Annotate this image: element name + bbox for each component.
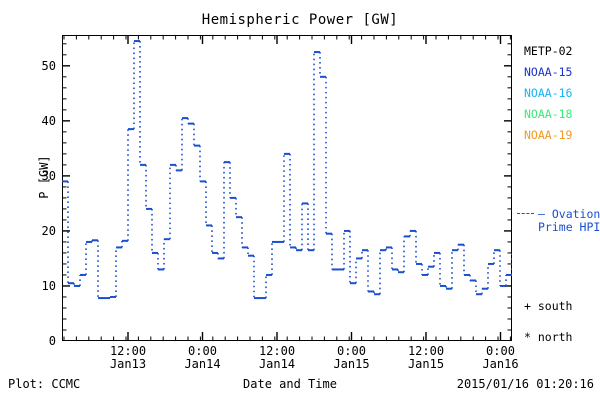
x-tick-date: Jan14 <box>184 357 221 371</box>
chart-title: Hemispheric Power [GW] <box>201 12 399 28</box>
y-axis-tick-label: 50 <box>41 58 56 73</box>
x-axis-tick-label: 0:00 Jan15 <box>317 345 387 371</box>
x-axis-tick-label: 0:00 Jan14 <box>168 345 238 371</box>
ovation-prime-hpi-label: — Ovation Prime HPI <box>538 208 600 234</box>
x-tick-time: 12:00 <box>407 344 445 358</box>
y-axis-tick-label: 10 <box>41 278 56 293</box>
legend-item-noaa-18[interactable]: NOAA-18 <box>524 107 573 121</box>
legend-item-noaa-15[interactable]: NOAA-15 <box>524 65 573 79</box>
y-axis-tick-label: 30 <box>41 168 56 183</box>
x-tick-date: Jan13 <box>109 357 147 371</box>
ovation-prime-line-swatch <box>517 213 534 214</box>
south-marker-label: + south <box>524 299 573 313</box>
y-axis-tick-label: 40 <box>41 113 56 128</box>
x-tick-time: 0:00 <box>486 344 515 358</box>
x-axis-tick-label: 0:00 Jan16 <box>466 345 536 371</box>
x-tick-date: Jan14 <box>258 357 296 371</box>
data-series-layer <box>62 40 512 300</box>
x-tick-time: 12:00 <box>109 344 147 358</box>
x-tick-time: 12:00 <box>258 344 296 358</box>
x-tick-date: Jan16 <box>482 357 519 371</box>
ovation-prime-hpi-label-line2: Prime HPI <box>538 220 600 234</box>
x-axis-title: Date and Time <box>243 377 337 391</box>
y-axis-tick-label: 0 <box>48 334 56 348</box>
plot-source-label: Plot: CCMC <box>8 377 81 391</box>
legend-item-noaa-19[interactable]: NOAA-19 <box>524 128 573 142</box>
x-axis-tick-label: 12:00 Jan14 <box>242 345 312 371</box>
y-axis-tick-label: 20 <box>41 223 56 238</box>
legend-item-metp-02[interactable]: METP-02 <box>524 44 573 58</box>
plot-timestamp: 2015/01/16 01:20:16 <box>456 377 594 391</box>
x-tick-date: Jan15 <box>407 357 445 371</box>
x-tick-time: 0:00 <box>337 344 366 358</box>
x-axis-tick-label: 12:00 Jan13 <box>93 345 163 371</box>
ovation-prime-hpi-label-line1: — Ovation <box>538 207 600 221</box>
legend-item-noaa-16[interactable]: NOAA-16 <box>524 86 573 100</box>
x-tick-date: Jan15 <box>333 357 370 371</box>
axis-ticks <box>62 35 512 341</box>
x-tick-time: 0:00 <box>188 344 217 358</box>
x-axis-tick-label: 12:00 Jan15 <box>391 345 461 371</box>
north-marker-label: * north <box>524 330 573 344</box>
plot-frame <box>62 35 512 341</box>
plot-canvas <box>62 35 512 341</box>
